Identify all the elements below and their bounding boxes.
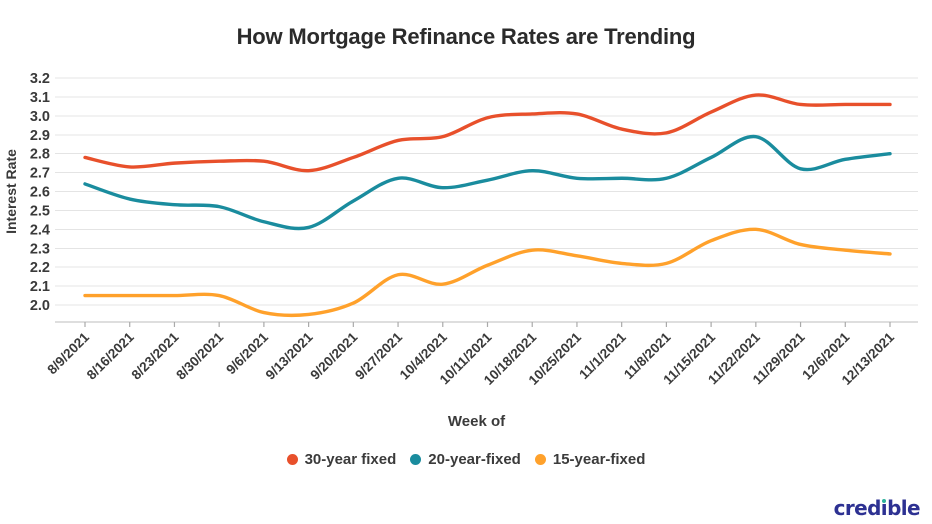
x-tick-label: 8/23/2021 xyxy=(128,329,181,382)
logo-i-dot: ı xyxy=(880,496,888,520)
x-tick-label: 9/13/2021 xyxy=(263,329,316,382)
y-tick-label: 2.0 xyxy=(30,298,50,314)
series-line-20-year-fixed xyxy=(83,134,892,231)
legend-dot-icon xyxy=(410,454,422,465)
y-tick-label: 2.6 xyxy=(30,185,50,201)
x-axis-title: Week of xyxy=(448,413,506,430)
legend-dot-icon xyxy=(534,454,546,465)
x-tick-label: 8/30/2021 xyxy=(173,329,226,382)
series-line-30-year-fixed xyxy=(83,93,892,173)
y-axis-title: Interest Rate xyxy=(3,149,19,234)
x-axis-tick-labels: 8/9/20218/16/20218/23/20218/30/20219/6/2… xyxy=(44,329,897,388)
legend-label: 20-year-fixed xyxy=(428,451,521,468)
x-tick-label: 9/27/2021 xyxy=(352,329,405,382)
legend-item-30-year-fixed: 30-year fixed xyxy=(286,451,397,468)
legend-label: 30-year fixed xyxy=(304,451,397,468)
x-tick-label: 11/1/2021 xyxy=(576,329,629,382)
y-axis-tick-labels: 3.2 3.1 3.0 2.9 2.8 2.7 2.6 2.5 2.4 2.3 2.2 2.1 2.0 xyxy=(30,71,50,314)
line-chart: 3.2 3.1 3.0 2.9 2.8 2.7 2.6 2.5 2.4 2.3 2.2 2.1 2.0 8… xyxy=(3,71,918,430)
y-tick-label: 3.2 xyxy=(30,71,50,87)
x-axis-ticks xyxy=(84,322,891,327)
legend-label: 15-year-fixed xyxy=(552,451,646,468)
y-tick-label: 2.2 xyxy=(30,260,50,276)
y-tick-label: 3.1 xyxy=(30,90,50,106)
x-tick-label: 9/20/2021 xyxy=(307,329,360,382)
y-tick-label: 2.3 xyxy=(30,241,50,257)
y-tick-label: 2.4 xyxy=(30,222,50,238)
y-tick-label: 2.1 xyxy=(30,279,50,295)
y-tick-label: 2.7 xyxy=(30,166,50,182)
y-tick-label: 3.0 xyxy=(30,109,50,125)
chart-title: How Mortgage Refinance Rates are Trendin… xyxy=(236,24,696,49)
series-line-15-year-fixed xyxy=(83,227,892,318)
x-tick-label: 8/16/2021 xyxy=(84,329,137,382)
legend-dot-icon xyxy=(286,454,298,465)
chart-legend: 30-year fixed 20-year-fixed 15-year-fixed xyxy=(0,451,932,468)
y-tick-label: 2.8 xyxy=(30,147,50,163)
legend-item-15-year-fixed: 15-year-fixed xyxy=(534,451,646,468)
legend-item-20-year-fixed: 20-year-fixed xyxy=(410,451,521,468)
credible-logo: cred ıble xyxy=(833,496,921,520)
y-tick-label: 2.5 xyxy=(30,203,50,219)
gridlines xyxy=(55,77,918,306)
y-tick-label: 2.9 xyxy=(30,128,50,144)
